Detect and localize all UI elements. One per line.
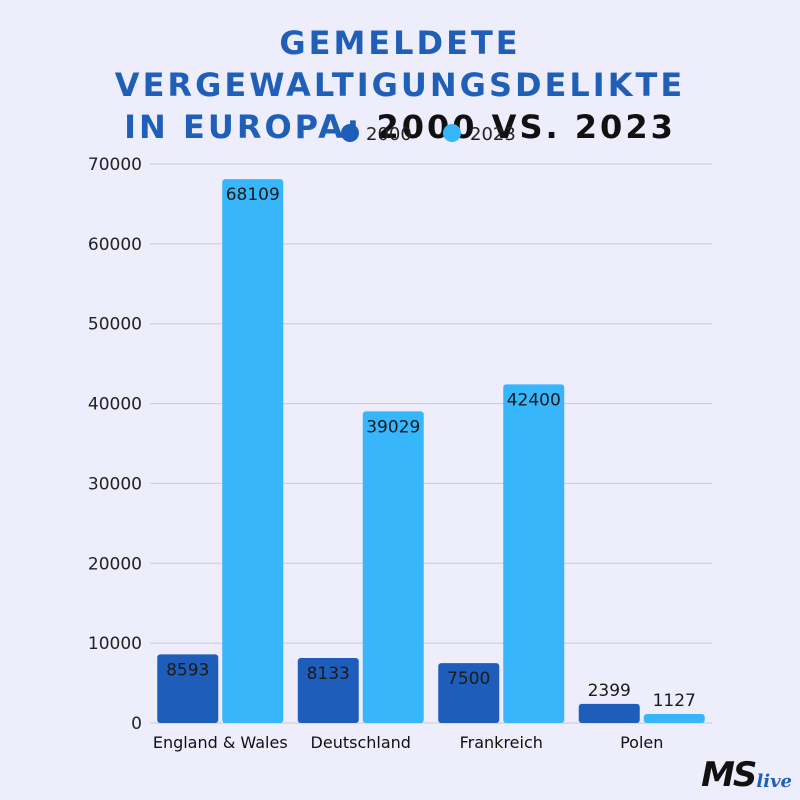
y-tick-label: 70000 xyxy=(88,155,142,175)
bar xyxy=(503,384,565,723)
bar xyxy=(157,654,219,723)
logo-main: MS xyxy=(701,755,757,795)
x-category-label: Polen xyxy=(620,733,663,752)
legend-marker xyxy=(341,124,359,142)
data-label: 7500 xyxy=(447,669,490,689)
x-category-label: England & Wales xyxy=(153,733,288,752)
bar xyxy=(578,703,640,723)
y-tick-label: 0 xyxy=(131,714,142,734)
title-line-1: GEMELDETE VERGEWALTIGUNGSDELIKTE xyxy=(0,22,800,106)
data-label: 39029 xyxy=(366,417,420,437)
bar xyxy=(643,714,705,723)
y-tick-label: 20000 xyxy=(88,554,142,574)
ms-live-logo: MS live xyxy=(701,758,792,792)
data-label: 2399 xyxy=(588,681,631,701)
y-tick-label: 10000 xyxy=(88,634,142,654)
title-line-2-blue: IN EUROPA: xyxy=(124,108,363,146)
data-label: 8593 xyxy=(166,660,209,680)
bar xyxy=(362,411,424,723)
y-tick-label: 50000 xyxy=(88,315,142,335)
data-label: 1127 xyxy=(653,691,696,711)
bar xyxy=(297,658,359,723)
title-line-2-dark: 2000 VS. 2023 xyxy=(376,108,676,146)
y-tick-label: 40000 xyxy=(88,395,142,415)
chart-title: GEMELDETE VERGEWALTIGUNGSDELIKTE IN EURO… xyxy=(0,22,800,148)
legend-marker xyxy=(443,124,461,142)
data-label: 68109 xyxy=(226,185,280,205)
title-line-1-text: GEMELDETE VERGEWALTIGUNGSDELIKTE xyxy=(114,24,686,104)
logo-sub: live xyxy=(756,771,792,792)
x-category-label: Frankreich xyxy=(460,733,543,752)
legend-label: 2023 xyxy=(470,124,516,145)
bar xyxy=(438,663,500,723)
bar xyxy=(222,179,284,724)
data-label: 8133 xyxy=(307,664,350,684)
x-category-label: Deutschland xyxy=(311,733,411,752)
data-label: 42400 xyxy=(507,390,561,410)
title-line-2: IN EUROPA: 2000 VS. 2023 xyxy=(0,106,800,148)
y-tick-label: 30000 xyxy=(88,474,142,494)
legend-label: 2000 xyxy=(366,124,412,145)
y-tick-label: 60000 xyxy=(88,235,142,255)
